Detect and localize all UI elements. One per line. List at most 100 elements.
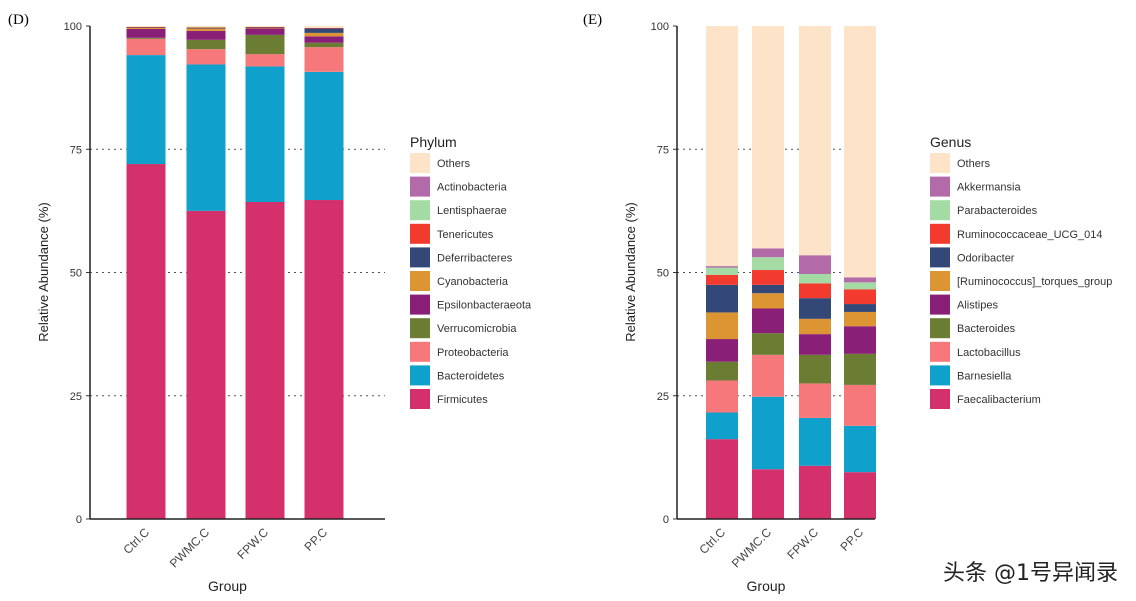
bar-segment-lactobacillus xyxy=(706,380,738,413)
y-axis-title: Relative Abundance (%) xyxy=(623,202,638,341)
bar-segment-bacteroidetes xyxy=(245,66,285,203)
bar-segment-others xyxy=(844,26,876,278)
bar-segment-others xyxy=(752,26,784,249)
bar-segment--ruminococcus-torques-group xyxy=(752,293,784,309)
bar-segment-others xyxy=(245,26,285,27)
legend-label: Bacteroides xyxy=(957,323,1016,335)
x-tick-label: Ctrl.C xyxy=(697,525,729,557)
bar-segment-bacteroides xyxy=(844,353,876,385)
legend-title: Genus xyxy=(930,134,971,150)
bar-segment-akkermansia xyxy=(799,255,831,274)
bar-segment-parabacteroides xyxy=(844,282,876,290)
bar-segment-faecalibacterium xyxy=(799,465,831,519)
x-tick-label: PP.C xyxy=(302,525,331,554)
y-tick-label: 50 xyxy=(70,268,82,280)
legend-swatch xyxy=(410,153,430,173)
bar-segment-alistipes xyxy=(706,339,738,362)
legend-swatch xyxy=(410,318,430,339)
bar-segment-alistipes xyxy=(844,326,876,354)
legend-swatch xyxy=(930,389,950,409)
x-tick-label: PP.C xyxy=(838,525,867,554)
panel-label: (E) xyxy=(583,12,602,28)
bar-segment-firmicutes xyxy=(126,164,166,520)
bar-segment-epsilonbacteraeota xyxy=(186,30,226,40)
legend-label: Lentisphaerae xyxy=(437,205,507,217)
bar-segment-proteobacteria xyxy=(304,47,344,72)
y-tick-label: 0 xyxy=(76,514,82,526)
bar-segment-odoribacter xyxy=(799,298,831,319)
bar-segment-odoribacter xyxy=(752,284,784,294)
bar-segment-epsilonbacteraeota xyxy=(126,28,166,38)
bar-segment--ruminococcus-torques-group xyxy=(799,318,831,335)
bar-segment-alistipes xyxy=(799,334,831,355)
bar-segment-proteobacteria xyxy=(186,49,226,65)
legend-swatch xyxy=(930,200,950,221)
bar-segment-firmicutes xyxy=(186,210,226,519)
bar-segment-lactobacillus xyxy=(844,384,876,426)
bar-segment--ruminococcus-torques-group xyxy=(844,311,876,327)
y-tick-label: 25 xyxy=(657,391,669,403)
bar-segment-firmicutes xyxy=(245,202,285,519)
x-axis-title: Group xyxy=(747,578,786,594)
legend-swatch xyxy=(930,365,950,386)
bar-segment-akkermansia xyxy=(706,266,738,268)
legend-label: Deferribacteres xyxy=(437,252,513,264)
legend-label: Tenericutes xyxy=(437,229,494,241)
x-axis-title: Group xyxy=(208,578,247,594)
bar-segment-others xyxy=(126,26,166,27)
bar-segment-epsilonbacteraeota xyxy=(304,36,344,43)
bar-segment-ruminococcaceae-ucg-014 xyxy=(706,274,738,285)
bar-segment-cyanobacteria xyxy=(126,27,166,29)
legend-label: Ruminococcaceae_UCG_014 xyxy=(957,229,1103,241)
legend-label: Firmicutes xyxy=(437,394,488,406)
legend-swatch xyxy=(410,271,430,291)
bar-segment-epsilonbacteraeota xyxy=(245,28,285,35)
legend-label: Bacteroidetes xyxy=(437,370,505,382)
legend-label: [Ruminococcus]_torques_group xyxy=(957,276,1112,288)
bar-segment-others xyxy=(186,26,226,27)
legend-swatch xyxy=(410,294,430,315)
y-tick-label: 100 xyxy=(651,21,669,33)
bar-segment-verrucomicrobia xyxy=(126,37,166,39)
legend-swatch xyxy=(410,365,430,386)
bar-segment-bacteroidetes xyxy=(304,71,344,201)
legend-swatch xyxy=(930,153,950,173)
x-tick-label: PWMC.C xyxy=(729,525,774,570)
legend-swatch xyxy=(930,294,950,315)
legend-title: Phylum xyxy=(410,134,457,150)
legend-swatch xyxy=(410,200,430,221)
y-tick-label: 75 xyxy=(657,144,669,156)
bar-segment-ruminococcaceae-ucg-014 xyxy=(844,289,876,305)
panel-label: (D) xyxy=(8,12,29,28)
legend-label: Alistipes xyxy=(957,300,998,312)
bar-segment-barnesiella xyxy=(752,396,784,470)
bar-segment-cyanobacteria xyxy=(304,32,344,37)
legend-label: Verrucomicrobia xyxy=(437,323,517,335)
legend-swatch xyxy=(410,223,430,244)
bar-segment-ruminococcaceae-ucg-014 xyxy=(752,270,784,285)
legend-label: Barnesiella xyxy=(957,370,1012,382)
bar-segment-barnesiella xyxy=(706,412,738,440)
legend-label: Proteobacteria xyxy=(437,347,509,359)
watermark: 头条 @1号异闻录 xyxy=(943,561,1118,586)
legend-swatch xyxy=(930,341,950,362)
y-tick-label: 50 xyxy=(657,268,669,280)
y-tick-label: 100 xyxy=(64,21,82,33)
x-tick-label: PWMC.C xyxy=(167,525,212,570)
bar-segment-bacteroides xyxy=(706,361,738,381)
y-tick-label: 25 xyxy=(70,391,82,403)
bar-segment-faecalibacterium xyxy=(752,469,784,519)
x-tick-label: FPW.C xyxy=(234,525,271,562)
bar-segment-ruminococcaceae-ucg-014 xyxy=(799,283,831,299)
legend-swatch xyxy=(410,341,430,362)
legend-swatch xyxy=(930,271,950,291)
bar-segment-verrucomicrobia xyxy=(245,34,285,55)
legend-label: Actinobacteria xyxy=(437,182,508,194)
bar-segment-lactobacillus xyxy=(799,383,831,418)
y-tick-label: 0 xyxy=(663,514,669,526)
x-tick-label: Ctrl.C xyxy=(121,525,153,557)
bar-segment-bacteroides xyxy=(752,333,784,355)
legend-swatch xyxy=(930,176,950,197)
bar-segment-barnesiella xyxy=(844,425,876,473)
